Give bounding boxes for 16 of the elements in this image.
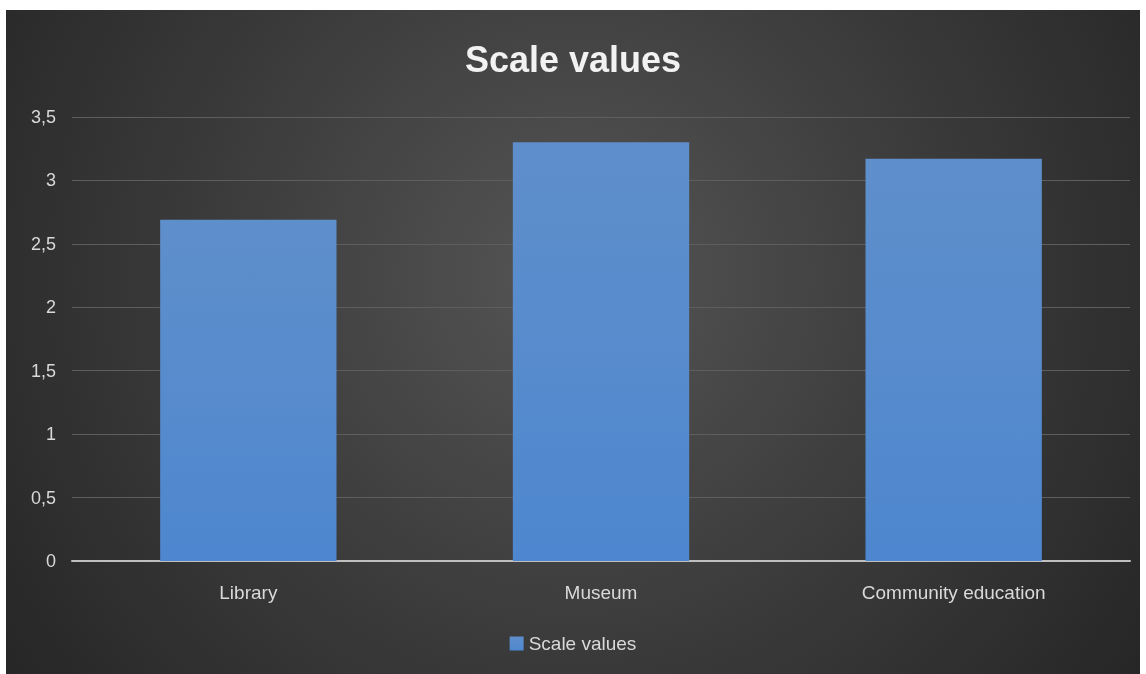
y-tick-label: 2,5	[30, 233, 56, 254]
x-tick-label: Library	[219, 582, 278, 603]
x-tick-label: Community education	[861, 582, 1046, 603]
y-tick-label: 2	[45, 297, 56, 318]
y-tick-label: 0	[45, 551, 56, 571]
y-tick-label: 1	[45, 424, 56, 445]
bar	[512, 142, 690, 561]
x-tick-label: Museum	[564, 582, 638, 603]
bar	[160, 219, 337, 561]
legend-label: Scale values	[528, 633, 637, 654]
chart-title: Scale values	[464, 38, 682, 80]
bar	[865, 158, 1042, 561]
y-tick-label: 1,5	[30, 360, 56, 381]
y-tick-label: 3	[45, 170, 56, 191]
y-tick-label: 3,5	[30, 107, 56, 127]
y-tick-label: 0,5	[30, 487, 56, 508]
